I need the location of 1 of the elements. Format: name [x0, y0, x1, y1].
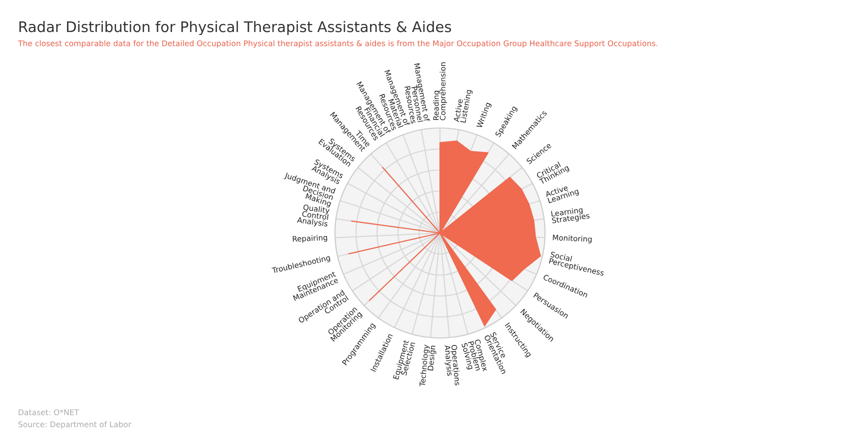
chart-title: Radar Distribution for Physical Therapist Assistants & Aides	[19, 20, 452, 36]
